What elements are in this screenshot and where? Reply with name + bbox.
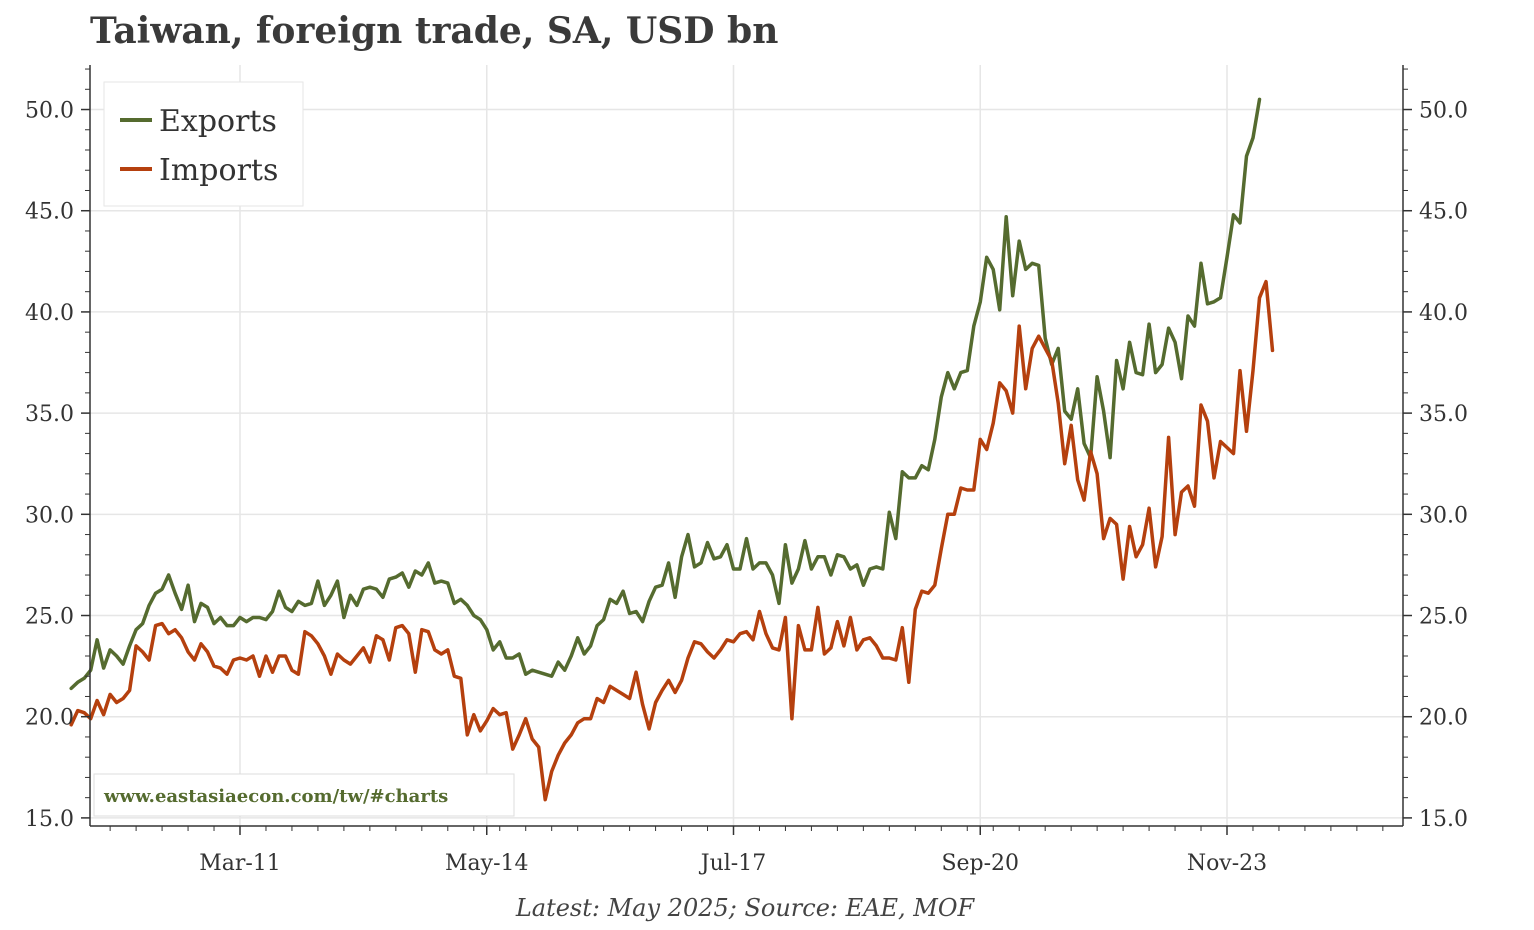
exports-line bbox=[69, 97, 1262, 691]
y-tick-label-right: 20.0 bbox=[1419, 706, 1468, 731]
x-tick-label: May-14 bbox=[445, 851, 529, 876]
y-tick-label-right: 50.0 bbox=[1419, 99, 1468, 124]
x-tick-label: Sep-20 bbox=[941, 851, 1019, 876]
legend-imports-label: Imports bbox=[159, 153, 278, 188]
axes: 15.0 15.0 20.0 20.0 25.0 25.0 30.0 30.0 35.0 35.0… bbox=[25, 65, 1468, 876]
chart-title: Taiwan, foreign trade, SA, USD bn bbox=[90, 10, 779, 52]
y-tick-label-left: 20.0 bbox=[25, 706, 74, 731]
watermark-text: www.eastasiaecon.com/tw/#charts bbox=[103, 786, 448, 807]
y-tick-label-left: 30.0 bbox=[25, 503, 74, 528]
imports-line bbox=[69, 279, 1275, 802]
y-tick-label-left: 40.0 bbox=[25, 301, 74, 326]
source-footer: Latest: May 2025; Source: EAE, MOF bbox=[515, 894, 975, 922]
y-tick-label-left: 45.0 bbox=[25, 200, 74, 225]
y-tick-label-left: 15.0 bbox=[25, 807, 74, 832]
y-tick-label-right: 45.0 bbox=[1419, 200, 1468, 225]
x-tick-label: Jul-17 bbox=[699, 851, 766, 876]
y-tick-label-right: 15.0 bbox=[1419, 807, 1468, 832]
watermark: www.eastasiaecon.com/tw/#charts bbox=[93, 773, 515, 817]
x-tick-label: Mar-11 bbox=[199, 851, 281, 876]
y-tick-label-left: 25.0 bbox=[25, 605, 74, 630]
legend-box bbox=[103, 81, 304, 207]
watermark-box bbox=[93, 773, 515, 817]
y-tick-label-right: 30.0 bbox=[1419, 503, 1468, 528]
series-lines bbox=[69, 97, 1275, 802]
legend-exports-label: Exports bbox=[159, 104, 277, 139]
y-tick-label-left: 35.0 bbox=[25, 402, 74, 427]
y-tick-label-right: 25.0 bbox=[1419, 605, 1468, 630]
y-tick-label-right: 35.0 bbox=[1419, 402, 1468, 427]
y-tick-label-left: 50.0 bbox=[25, 99, 74, 124]
x-tick-label: Nov-23 bbox=[1187, 851, 1267, 876]
legend: Exports Imports bbox=[103, 81, 304, 207]
y-tick-label-right: 40.0 bbox=[1419, 301, 1468, 326]
